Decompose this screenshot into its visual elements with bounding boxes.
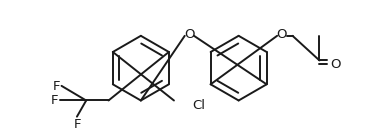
Text: O: O — [184, 28, 194, 41]
Text: F: F — [53, 80, 60, 93]
Text: O: O — [330, 58, 341, 71]
Text: O: O — [276, 28, 287, 41]
Text: F: F — [51, 94, 58, 107]
Text: F: F — [74, 118, 82, 131]
Text: Cl: Cl — [192, 99, 205, 112]
